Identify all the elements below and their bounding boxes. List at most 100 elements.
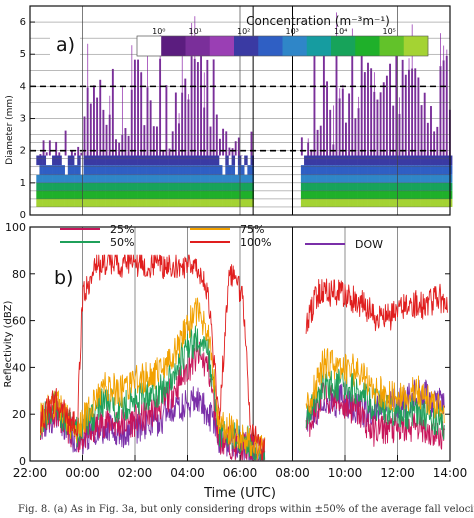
heatmap-cell: [159, 155, 163, 166]
heatmap-cell: [187, 99, 190, 156]
panel-b-ylabel: Reflectivity (dBZ): [3, 300, 14, 387]
heatmap-cell: [93, 182, 97, 191]
heatmap-cell: [149, 198, 154, 207]
heatmap-cell: [430, 182, 434, 191]
heatmap-cell: [181, 182, 185, 191]
heatmap-cell: [241, 190, 245, 199]
heatmap-cell: [203, 107, 206, 156]
heatmap-cell: [67, 190, 72, 199]
heatmap-cell: [445, 165, 450, 175]
heatmap-cell: [329, 182, 333, 191]
heatmap-cell: [326, 182, 330, 191]
heatmap-cell: [250, 174, 254, 183]
heatmap-cell: [430, 106, 432, 156]
heatmap-cell: [319, 198, 324, 207]
heatmap-cell: [300, 190, 305, 199]
heatmap-cell: [445, 174, 450, 183]
heatmap-cell: [363, 72, 366, 156]
heatmap-cell: [108, 182, 113, 191]
heatmap-cell: [137, 155, 141, 166]
heatmap-cell: [52, 182, 56, 191]
heatmap-cell: [357, 190, 362, 199]
panel-b-label: b): [54, 267, 73, 289]
heatmap-cell: [404, 190, 409, 199]
heatmap-cell: [237, 155, 242, 166]
heatmap-cell: [42, 155, 47, 166]
heatmap-cell: [39, 154, 42, 156]
heatmap-cell: [115, 174, 119, 183]
heatmap-cell: [159, 174, 163, 183]
heatmap-cell: [357, 182, 362, 191]
heatmap-cell: [244, 182, 248, 191]
heatmap-cell: [363, 155, 368, 166]
heatmap-cell: [190, 174, 195, 183]
heatmap-cell: [48, 190, 53, 199]
heatmap-cell: [156, 198, 160, 207]
heatmap-cell: [430, 198, 434, 207]
y-tick-label: 40: [12, 361, 26, 374]
heatmap-cell: [228, 190, 232, 199]
heatmap-cell: [420, 190, 425, 199]
heatmap-cell: [48, 140, 51, 156]
heatmap-cell: [42, 165, 47, 175]
heatmap-cell: [322, 182, 327, 191]
heatmap-cell: [370, 165, 374, 175]
y-tick-label: 5: [20, 49, 26, 60]
heatmap-cell: [442, 60, 445, 156]
heatmap-cell: [174, 174, 179, 183]
heatmap-cell: [247, 182, 251, 191]
heatmap-cell: [86, 190, 91, 199]
heatmap-cell: [376, 182, 380, 191]
heatmap-cell: [357, 174, 362, 183]
colorbar-swatch: [161, 36, 186, 56]
heatmap-cell: [326, 155, 330, 166]
heatmap-cell: [367, 165, 371, 175]
heatmap-cell: [300, 165, 305, 175]
heatmap-cell: [329, 165, 333, 175]
heatmap-cell: [370, 68, 373, 156]
heatmap-cell: [417, 190, 421, 199]
y-tick-label: 20: [12, 408, 26, 421]
heatmap-cell: [174, 92, 177, 156]
heatmap-cell: [250, 155, 254, 166]
heatmap-cell: [96, 165, 100, 175]
heatmap-cell: [143, 198, 147, 207]
heatmap-cell: [99, 79, 102, 156]
x-tick-label: 02:00: [118, 466, 153, 480]
heatmap-cell: [395, 52, 398, 156]
heatmap-cell: [426, 190, 431, 199]
heatmap-cell: [433, 155, 437, 166]
colorbar-tick-label: 10³: [286, 27, 299, 36]
heatmap-cell: [360, 190, 365, 199]
heatmap-cell: [345, 182, 349, 191]
heatmap-cell: [111, 165, 116, 175]
heatmap-cell: [178, 182, 182, 191]
heatmap-cell: [152, 165, 157, 175]
heatmap-cell: [48, 165, 53, 175]
heatmap-cell: [190, 155, 195, 166]
heatmap-cell: [341, 198, 346, 207]
heatmap-cell: [442, 155, 447, 166]
heatmap-cell: [310, 182, 314, 191]
heatmap-cell: [244, 190, 248, 199]
heatmap-cell: [55, 155, 59, 166]
heatmap-cell: [219, 182, 223, 191]
heatmap-cell: [322, 155, 327, 166]
heatmap-cell: [89, 182, 94, 191]
heatmap-cell: [146, 190, 150, 199]
heatmap-cell: [89, 198, 94, 207]
heatmap-cell: [200, 198, 204, 207]
heatmap-cell: [389, 174, 393, 183]
heatmap-cell: [74, 182, 78, 191]
heatmap-cell: [392, 155, 396, 166]
heatmap-cell: [234, 174, 239, 183]
heatmap-cell: [250, 190, 254, 199]
heatmap-cell: [115, 165, 119, 175]
legend-label: 100%: [240, 236, 271, 249]
heatmap-cell: [143, 125, 146, 156]
heatmap-cell: [313, 198, 317, 207]
heatmap-cell: [102, 165, 106, 175]
heatmap-cell: [360, 55, 363, 156]
heatmap-cell: [335, 50, 338, 156]
heatmap-cell: [316, 174, 321, 183]
